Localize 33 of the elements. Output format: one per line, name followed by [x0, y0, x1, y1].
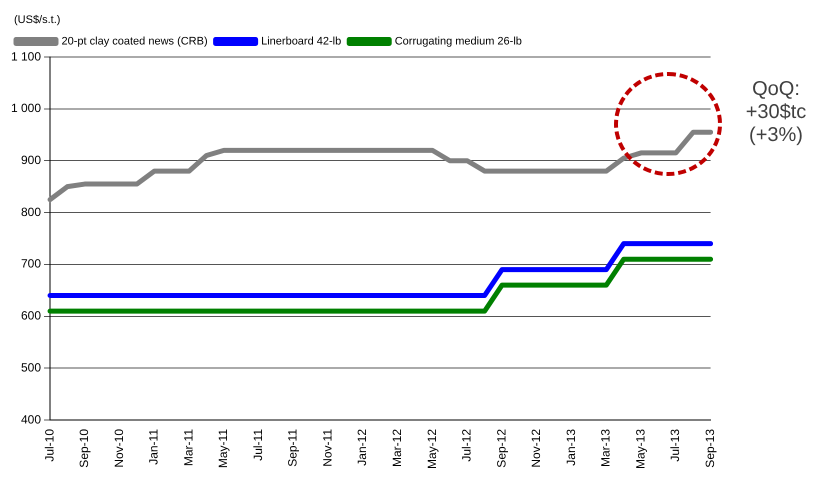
x-tick-label: Sep-10 [77, 428, 92, 468]
y-tick-label: 600 [21, 308, 42, 323]
x-tick-label: Jul-11 [250, 428, 265, 461]
legend-label: 20-pt clay coated news (CRB) [62, 36, 208, 48]
x-tick-label: Jul-12 [460, 428, 474, 462]
x-tick-label: Jan-12 [355, 428, 370, 466]
x-tick-label: Mar-11 [181, 428, 196, 466]
x-tick-label: Mar-13 [598, 428, 613, 467]
legend-label: Linerboard 42-lb [261, 36, 342, 48]
x-tick-label: Jan-13 [564, 428, 578, 466]
x-tick-label: Sep-12 [494, 428, 508, 468]
x-tick-label: Nov-12 [529, 428, 544, 468]
x-tick-label: Jul-13 [668, 428, 682, 462]
x-tick-label: Nov-11 [320, 428, 334, 467]
x-tick-label: May-13 [633, 428, 648, 469]
y-tick-label: 1 000 [11, 101, 42, 116]
y-tick-label: 500 [21, 360, 42, 374]
x-tick-label: Jul-10 [42, 428, 56, 462]
x-tick-label: Sep-11 [286, 428, 300, 467]
x-tick-label: May-11 [216, 428, 230, 468]
y-tick-label: 700 [21, 256, 42, 271]
y-tick-label: 1 100 [11, 49, 42, 64]
x-tick-label: Nov-10 [112, 428, 126, 468]
y-tick-label: 400 [21, 412, 42, 426]
text: QoQ: +30$tc (+3%) [744, 78, 808, 147]
y-tick-label: 800 [21, 204, 42, 219]
x-tick-label: Jan-11 [146, 428, 161, 465]
x-tick-label: Sep-13 [702, 428, 717, 468]
y-axis-title: (US$/s.t.) [14, 14, 60, 26]
x-tick-label: Mar-12 [390, 428, 404, 467]
x-tick-label: May-12 [424, 428, 439, 469]
legend-label: Corrugating medium 26-lb [394, 36, 522, 48]
y-tick-label: 900 [21, 153, 42, 168]
